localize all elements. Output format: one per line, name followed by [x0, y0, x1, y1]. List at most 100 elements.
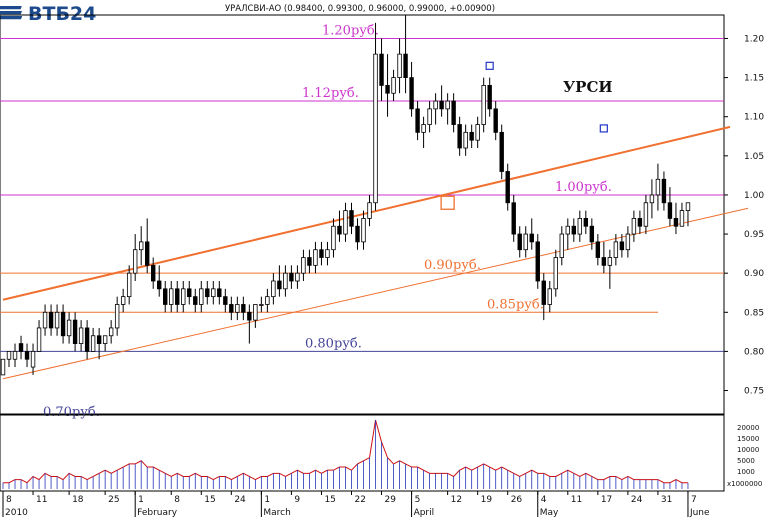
- candle-body: [685, 202, 691, 211]
- candle-body: [571, 225, 577, 235]
- horizontal-levels: [0, 37, 724, 352]
- candle-body: [475, 124, 480, 141]
- candle-body: [409, 77, 414, 110]
- vtb-logo-icon: [0, 6, 23, 20]
- candle-body: [108, 327, 114, 337]
- candle-body: [565, 225, 570, 235]
- x-tick-label: 1: [264, 495, 270, 505]
- candle-body: [679, 210, 685, 227]
- candle-body: [66, 319, 72, 337]
- x-month-label: 2010: [5, 508, 28, 518]
- x-tick-label: 31: [661, 495, 672, 505]
- candle-body: [589, 225, 595, 243]
- candle-body: [529, 233, 534, 243]
- volume-scale-label: 1000: [737, 468, 755, 476]
- candle-body: [217, 288, 222, 298]
- price-panel-frame: [0, 14, 725, 415]
- y-tick-label: 0.85: [744, 308, 764, 318]
- candle-body: [631, 218, 637, 235]
- x-tick-label: 9: [294, 495, 300, 505]
- candle-body: [199, 288, 204, 305]
- candle-body: [120, 296, 126, 305]
- marker-box: [599, 124, 608, 133]
- candle-body: [361, 218, 366, 243]
- candle-body: [18, 343, 24, 352]
- candle-body: [541, 280, 546, 305]
- candle-body: [6, 351, 12, 360]
- volume-scale: 20000 15000 10000 5000 1000 x1000000: [727, 424, 762, 488]
- candle-body: [403, 53, 408, 78]
- candle-body: [343, 210, 348, 235]
- candle-body: [355, 225, 360, 243]
- candle-body: [505, 171, 510, 204]
- candle-body: [607, 257, 613, 266]
- candle-body: [295, 272, 300, 282]
- candle-body: [523, 233, 528, 251]
- x-month-label: June: [689, 508, 710, 518]
- candle-body: [72, 319, 78, 344]
- y-tick-label: 0.80: [744, 347, 764, 357]
- price-panel: 1.20руб. 1.12руб. 1.00руб. 0.90руб. 0.85руб.…: [0, 14, 749, 420]
- candle-body: [673, 218, 679, 227]
- candle-body: [421, 124, 426, 133]
- x-month-label: May: [540, 508, 559, 518]
- candle-body: [487, 85, 492, 110]
- x-tick-label: 11: [571, 495, 582, 505]
- volume-panel: 20000 15000 10000 5000 1000 x1000000: [0, 414, 762, 492]
- candle-body: [559, 233, 564, 258]
- candle-body: [24, 351, 30, 360]
- candle-body: [96, 335, 102, 344]
- y-tick-label: 1.05: [744, 152, 764, 162]
- candle-body: [535, 241, 540, 282]
- candle-body: [259, 304, 264, 306]
- x-tick-label: 7: [691, 495, 697, 505]
- trendline-upper: [2, 125, 731, 301]
- candle-body: [283, 272, 288, 290]
- candle-body: [289, 272, 294, 282]
- candle-body: [223, 296, 228, 305]
- candle-body: [157, 280, 162, 290]
- level-label: 1.20руб.: [322, 23, 379, 38]
- candle-body: [469, 131, 474, 141]
- candle-body: [42, 311, 48, 329]
- candle-body: [36, 327, 42, 352]
- candle-body: [126, 272, 132, 298]
- brand-name: ВТБ24: [28, 3, 96, 25]
- candle-body: [457, 124, 462, 149]
- candle-body: [229, 304, 234, 313]
- candle-body: [445, 100, 450, 110]
- candle-body: [235, 304, 240, 313]
- candle-body: [325, 249, 330, 258]
- x-tick-label: 26: [511, 495, 523, 505]
- candle-body: [301, 257, 306, 274]
- candle-body: [511, 202, 516, 235]
- candle-body: [481, 85, 486, 125]
- x-tick-label: 5: [415, 495, 421, 505]
- candle-body: [433, 100, 438, 110]
- candle-body: [415, 108, 420, 133]
- candle-body: [175, 288, 180, 305]
- candle-body: [439, 100, 444, 110]
- y-tick-label: 1.00: [744, 191, 764, 201]
- candlesticks: [0, 15, 691, 376]
- candle-body: [379, 53, 384, 86]
- candle-body: [54, 311, 60, 329]
- candle-body: [181, 288, 186, 305]
- candle-body: [30, 351, 36, 368]
- candle-body: [517, 233, 522, 251]
- volume-panel-frame: [0, 414, 725, 492]
- volume-scale-label: 20000: [737, 424, 759, 432]
- candle-body: [84, 327, 90, 352]
- x-tick-label: 19: [481, 495, 493, 505]
- y-tick-label: 1.15: [744, 74, 764, 84]
- x-month-label: February: [137, 508, 178, 518]
- y-tick-label: 0.75: [744, 387, 764, 397]
- x-axis: 8 11 18 25 1 8 15 24 1 9 15 22 29 5 12 19 26 4 11 17 24 31 720…: [0, 490, 724, 518]
- x-tick-label: 15: [324, 495, 335, 505]
- candle-body: [102, 335, 108, 344]
- candle-body: [151, 264, 156, 282]
- x-tick-label: 24: [631, 495, 643, 505]
- candle-body: [553, 257, 558, 290]
- candle-body: [60, 311, 66, 337]
